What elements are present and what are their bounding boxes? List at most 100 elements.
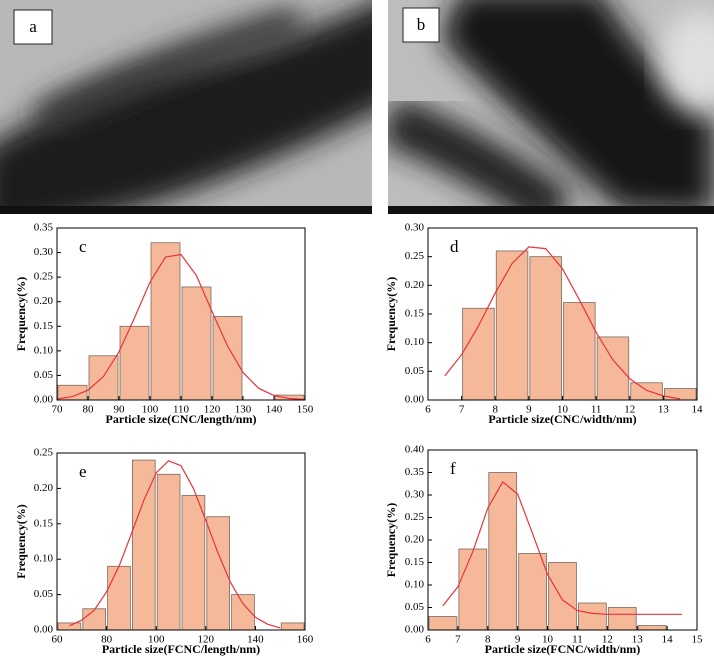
histogram-chart: 6 7 8 9 10 11 12 13 14 15 0.00 0.05 0.10 0.15 0.20 0.25… <box>384 444 703 656</box>
y-tick-label: 0.05 <box>405 365 425 377</box>
bar <box>280 622 305 631</box>
image-label: a <box>29 17 37 36</box>
bar <box>637 625 667 631</box>
y-axis-label: Frequency(%) <box>384 503 398 577</box>
y-tick-label: 0.10 <box>405 579 425 591</box>
x-tick-label: 80 <box>83 404 95 416</box>
tem-image-b: b <box>388 0 714 214</box>
panel-label: c <box>79 237 87 256</box>
y-tick-label: 0.15 <box>405 556 425 568</box>
bar <box>607 607 637 631</box>
x-axis-label: Particle size(FCNC/length/nm) <box>102 642 260 656</box>
tem-image-a: a <box>0 0 372 214</box>
y-tick-label: 0.30 <box>405 489 425 501</box>
y-tick-label: 0.35 <box>405 466 425 478</box>
bar <box>107 565 131 631</box>
x-tick-label: 120 <box>204 404 221 416</box>
x-tick-label: 10 <box>542 634 554 646</box>
y-tick-label: 0.25 <box>34 271 54 283</box>
y-tick-label: 0.00 <box>405 624 425 636</box>
y-tick-label: 0.10 <box>34 553 54 565</box>
bar <box>82 608 107 631</box>
x-tick-label: 100 <box>142 404 159 416</box>
y-tick-label: 0.20 <box>405 534 425 546</box>
y-tick-label: 0.35 <box>34 222 54 234</box>
bar <box>181 495 206 631</box>
x-tick-label: 8 <box>493 404 499 416</box>
x-tick-label: 160 <box>297 634 314 646</box>
y-tick-label: 0.25 <box>34 447 54 459</box>
bar <box>488 472 518 631</box>
y-tick-label: 0.05 <box>34 369 54 381</box>
y-tick-label: 0.00 <box>34 394 54 406</box>
x-tick-label: 9 <box>526 404 532 416</box>
bar <box>119 325 150 401</box>
x-axis-label: Particle size(CNC/length/nm) <box>106 412 257 426</box>
y-tick-label: 0.00 <box>34 624 54 636</box>
fit-curve <box>56 253 306 401</box>
bar <box>529 256 562 401</box>
histogram-chart: 6 7 8 9 10 11 12 13 14 0.00 0.05 0.10 0.15 0.20 0.25 0.… <box>384 222 703 426</box>
x-tick-label: 7 <box>459 404 465 416</box>
x-tick-label: 70 <box>52 404 64 416</box>
y-tick-label: 0.25 <box>405 250 425 262</box>
y-tick-label: 0.20 <box>405 279 425 291</box>
x-tick-label: 14 <box>662 634 674 646</box>
x-tick-label: 140 <box>266 404 283 416</box>
fit-curve <box>444 246 681 400</box>
x-tick-label: 60 <box>52 634 64 646</box>
y-tick-label: 0.05 <box>405 601 425 613</box>
fit-curve <box>69 460 281 629</box>
y-tick-label: 0.25 <box>405 511 425 523</box>
bar <box>131 459 156 631</box>
bar <box>563 302 596 401</box>
panel-label: f <box>450 459 456 478</box>
x-tick-label: 140 <box>247 634 264 646</box>
bar <box>88 355 119 401</box>
x-axis-label: Particle size(CNC/width/nm) <box>488 412 636 426</box>
fit-curve <box>442 480 683 615</box>
bar <box>156 473 181 631</box>
bar <box>518 553 547 631</box>
bar <box>57 622 82 631</box>
x-tick-label: 8 <box>485 634 491 646</box>
x-tick-label: 15 <box>692 634 704 646</box>
histogram-chart: 70 80 90 100 110 120 130 140 150 0.00 0.05 0.10 0.15… <box>14 222 314 426</box>
x-tick-label: 6 <box>425 634 431 646</box>
x-tick-label: 90 <box>114 404 126 416</box>
bar <box>458 548 488 631</box>
bar <box>596 336 630 401</box>
x-tick-label: 130 <box>235 404 252 416</box>
x-tick-label: 11 <box>591 404 602 416</box>
x-tick-label: 9 <box>515 634 521 646</box>
y-tick-label: 0.15 <box>405 308 425 320</box>
x-tick-label: 11 <box>572 634 583 646</box>
bar <box>181 286 212 401</box>
bar <box>578 602 607 631</box>
x-axis-label: Particle size(FCNC/width/nm) <box>485 642 641 656</box>
y-tick-label: 0.10 <box>34 344 54 356</box>
bar <box>548 562 577 631</box>
x-tick-label: 13 <box>658 404 670 416</box>
y-tick-label: 0.15 <box>34 320 54 332</box>
y-tick-label: 0.40 <box>405 444 425 456</box>
panel-label: e <box>79 462 87 481</box>
x-tick-label: 80 <box>101 634 113 646</box>
y-axis-label: Frequency(%) <box>14 277 28 351</box>
x-tick-label: 14 <box>692 404 704 416</box>
x-tick-label: 150 <box>297 404 314 416</box>
y-tick-label: 0.20 <box>34 482 54 494</box>
x-tick-label: 7 <box>455 634 461 646</box>
bar <box>428 616 458 631</box>
x-tick-label: 10 <box>557 404 569 416</box>
y-tick-label: 0.20 <box>34 295 54 307</box>
bar <box>630 382 663 401</box>
y-tick-label: 0.30 <box>34 246 54 258</box>
y-tick-label: 0.30 <box>405 222 425 234</box>
histogram-chart: 60 80 100 120 140 160 0.00 0.05 0.10 0.15 0.20 0.25… <box>14 447 314 656</box>
bar <box>212 316 243 401</box>
y-tick-label: 0.05 <box>34 588 54 600</box>
y-tick-label: 0.10 <box>405 336 425 348</box>
x-tick-label: 6 <box>425 404 431 416</box>
